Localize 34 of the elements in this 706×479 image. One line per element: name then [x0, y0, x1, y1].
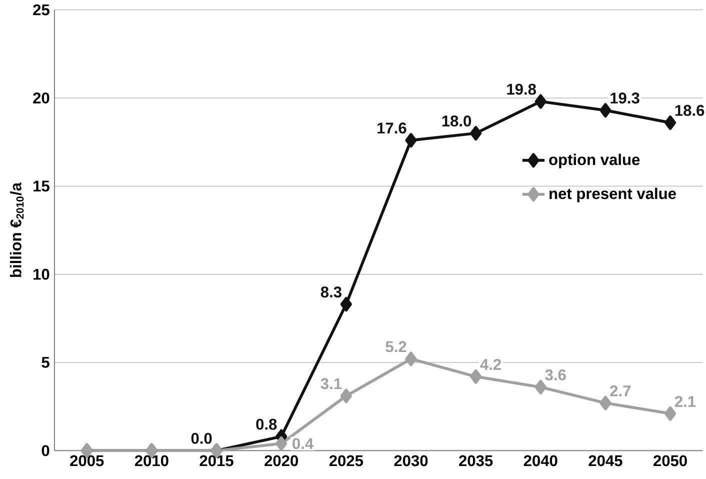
x-tick-label: 2020	[264, 455, 298, 466]
data-label: 3.6	[545, 369, 566, 380]
x-tick-label: 2030	[394, 455, 428, 466]
data-label: 18.0	[442, 115, 472, 126]
x-tick-label: 2005	[70, 455, 104, 466]
data-label: 17.6	[378, 122, 406, 134]
data-label: 18.6	[675, 104, 704, 116]
data-label: 3.1	[320, 378, 342, 390]
y-tick-label: 25	[33, 4, 50, 16]
data-label: 2.7	[610, 385, 631, 396]
y-tick-label: 5	[42, 356, 50, 368]
x-tick-label: 2015	[200, 455, 234, 466]
data-label: 0.8	[256, 418, 277, 430]
y-tick-label: 20	[33, 92, 50, 104]
x-tick-label: 2025	[329, 455, 364, 466]
data-label: 4.2	[480, 358, 501, 370]
y-tick-label: 0	[42, 445, 50, 456]
data-label: 0.4	[292, 438, 314, 449]
y-axis-title: billion €$_{2010}$/a	[10, 182, 24, 277]
data-label: 19.3	[610, 92, 640, 104]
x-tick-label: 2050	[654, 455, 687, 466]
legend-label: net present value	[550, 188, 676, 202]
data-label: 5.2	[386, 341, 406, 352]
y-tick-label: 15	[34, 180, 50, 192]
data-label: 0.0	[191, 432, 212, 444]
x-tick-label: 2035	[459, 455, 493, 466]
legend-label: option value	[549, 154, 640, 168]
data-label: 8.3	[320, 286, 342, 298]
y-tick-label: 10	[34, 268, 50, 280]
x-tick-label: 2045	[588, 455, 622, 466]
data-label: 2.1	[674, 396, 696, 407]
x-tick-label: 2040	[524, 455, 558, 466]
data-label: 19.8	[507, 84, 536, 95]
x-tick-label: 2010	[134, 455, 168, 466]
